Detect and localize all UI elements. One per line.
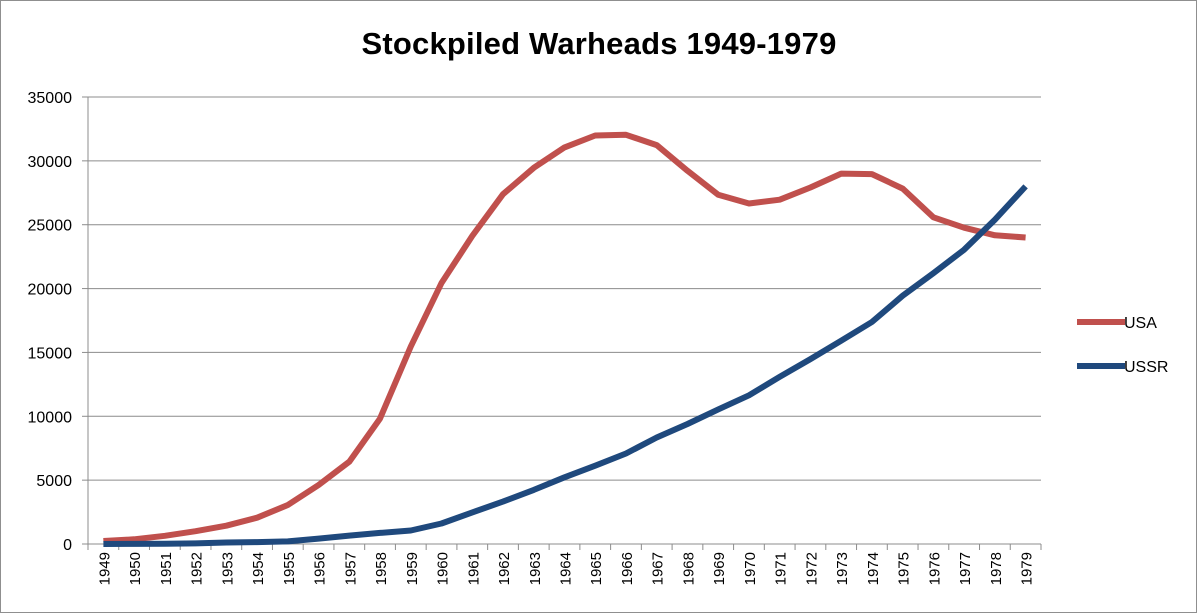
x-tick-label: 1972 [803,552,820,585]
x-tick-label: 1970 [742,552,759,585]
y-axis-tick-labels: 0 5000 10000 15000 20000 25000 30000 35000 [28,90,73,554]
chart-title: Stockpiled Warheads 1949-1979 [361,26,837,61]
legend-label-ussr: USSR [1124,359,1168,376]
axes [82,96,1042,550]
x-tick-label: 1957 [342,552,359,585]
x-tick-label: 1978 [988,552,1005,585]
x-tick-label: 1954 [250,552,267,585]
x-tick-label: 1968 [680,552,697,585]
y-tick-label: 10000 [28,409,73,426]
y-tick-label: 20000 [28,282,73,299]
series-line-ussr [103,184,1028,547]
x-tick-label: 1949 [96,552,113,585]
x-tick-label: 1951 [158,552,175,585]
x-tick-label: 1959 [404,552,421,585]
x-tick-label: 1979 [1019,552,1036,585]
y-tick-label: 5000 [36,473,72,490]
x-tick-label: 1964 [558,552,575,585]
x-tick-label: 1952 [189,552,206,585]
x-tick-label: 1956 [312,552,329,585]
y-tick-label: 30000 [28,154,73,171]
x-tick-label: 1977 [957,552,974,585]
x-tick-label: 1965 [588,552,605,585]
y-tick-label: 0 [63,537,72,554]
series-lines [103,131,1028,547]
x-tick-label: 1966 [619,552,636,585]
x-tick-label: 1963 [527,552,544,585]
x-tick-label: 1962 [496,552,513,585]
x-tick-label: 1953 [219,552,236,585]
x-tick-label: 1960 [435,552,452,585]
x-tick-label: 1971 [773,552,790,585]
y-tick-label: 25000 [28,218,73,235]
x-tick-label: 1975 [896,552,913,585]
y-tick-label: 35000 [28,90,73,107]
x-tick-label: 1958 [373,552,390,585]
x-tick-label: 1950 [127,552,144,585]
x-tick-label: 1973 [834,552,851,585]
x-tick-label: 1967 [650,552,667,585]
x-tick-label: 1955 [281,552,298,585]
x-tick-label: 1976 [926,552,943,585]
series-line-usa [103,131,1026,544]
x-tick-label: 1961 [465,552,482,585]
x-tick-label: 1974 [865,552,882,585]
y-tick-label: 15000 [28,345,73,362]
x-axis-tick-labels: 1949 1950 1951 1952 1953 1954 1955 1956 1957 1958… [96,552,1035,585]
legend-label-usa: USA [1124,315,1157,332]
legend: USA USSR [1077,315,1168,376]
x-tick-label: 1969 [711,552,728,585]
gridlines [88,96,1041,481]
